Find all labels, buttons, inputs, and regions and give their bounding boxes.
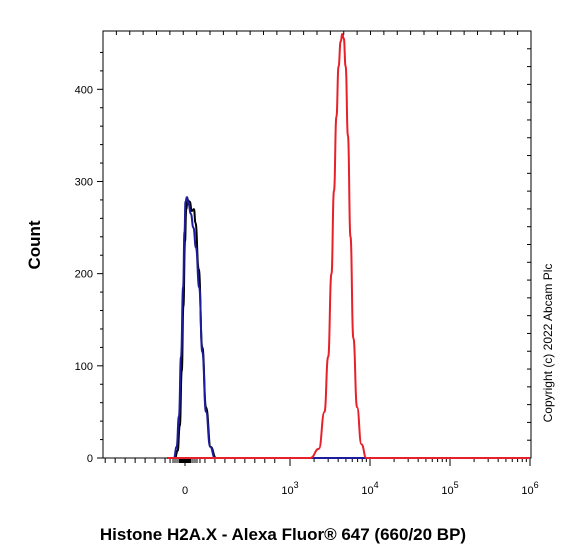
histogram-series-1 [167, 198, 530, 460]
y-axis-label: Count [25, 220, 44, 269]
y-tick-label: 300 [75, 176, 93, 188]
x-axis: 0 103 104 105 106 [104, 458, 539, 497]
histogram-series-2 [167, 196, 530, 460]
x-tick-label: 105 [441, 480, 458, 497]
y-tick-label: 0 [87, 453, 93, 465]
x-tick-label: 103 [281, 480, 298, 497]
histogram-series-3 [167, 33, 530, 460]
y-axis: 0 100 200 300 400 [75, 51, 103, 465]
y-tick-label: 400 [75, 84, 93, 96]
x-axis-label: Histone H2A.X - Alexa Fluor® 647 (660/20… [100, 525, 466, 544]
plot-border [102, 30, 532, 459]
y-tick-label: 200 [75, 269, 93, 281]
x-tick-label: 104 [361, 480, 378, 497]
x-tick-label: 106 [521, 480, 538, 497]
copyright-text: Copyright (c) 2022 Abcam Plc [541, 264, 555, 423]
x-tick-label: 0 [182, 485, 188, 497]
plot-frame [102, 30, 532, 459]
y-tick-label: 100 [75, 361, 93, 373]
series-layer [167, 33, 530, 460]
